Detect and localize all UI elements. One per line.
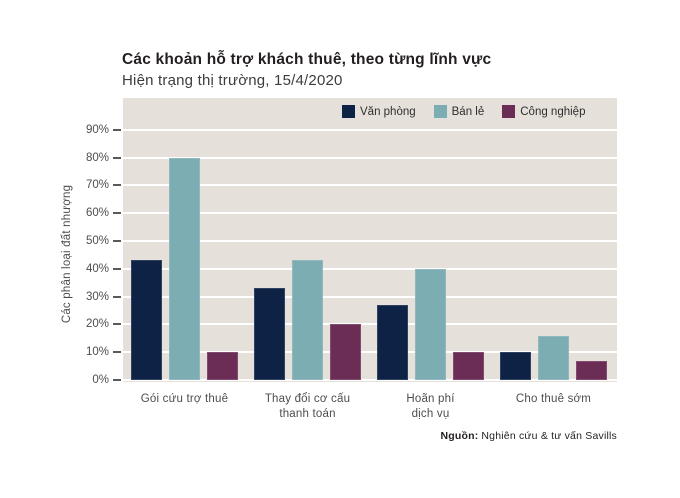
y-axis-tick-50 <box>113 240 121 242</box>
chart-title: Các khoản hỗ trợ khách thuê, theo từng l… <box>122 51 492 68</box>
legend-swatch-van-phong <box>342 105 355 118</box>
y-axis-tick-80 <box>113 156 121 159</box>
x-label-line: dịch vụ <box>411 408 450 420</box>
y-tick-label-60: 60% <box>85 207 109 220</box>
y-tick-label-50: 50% <box>85 235 109 247</box>
plot-area: Văn phòng Bán lẻ Công nghiệp 0% 10% 20% 30% 40… <box>86 98 617 386</box>
source-line: Nguồn: Nghiên cứu & tư vấn Savills <box>440 430 617 442</box>
gridline-60 <box>123 212 617 215</box>
bar-group-goi-cuu-tro-thue <box>131 157 238 380</box>
legend: Văn phòng Bán lẻ Công nghiệp <box>342 105 585 118</box>
gridline-0 <box>123 379 617 381</box>
legend-item-van-phong: Văn phòng <box>342 105 416 118</box>
gridline-90 <box>123 128 617 131</box>
bar-van-phong-goi-cuu-tro-thue <box>131 260 162 380</box>
y-axis-tick-40 <box>113 267 121 270</box>
legend-label-cong-nghiep: Công nghiệp <box>520 105 586 118</box>
legend-swatch-cong-nghiep <box>502 105 516 118</box>
gridline-30 <box>123 295 617 298</box>
bar-ban-le-goi-cuu-tro-thue <box>169 157 200 380</box>
y-tick-label-90: 90% <box>85 123 109 136</box>
bar-cong-nghiep-hoan-phi-dich-vu <box>453 352 484 380</box>
y-axis-tick-0 <box>113 379 121 381</box>
x-label-line: thanh toán <box>279 408 336 420</box>
bar-van-phong-cho-thue-som <box>500 352 531 380</box>
x-label-hoan-phi-dich-vu: Hoãn phí dịch vụ <box>356 392 506 422</box>
bar-group-hoan-phi-dich-vu <box>377 268 484 380</box>
y-axis-tick-60 <box>113 212 121 215</box>
y-axis-tick-70 <box>113 184 121 187</box>
legend-item-cong-nghiep: Công nghiệp <box>502 105 585 118</box>
gridline-10 <box>123 351 617 354</box>
x-label-line: Gói cứu trợ thuê <box>140 393 229 405</box>
y-tick-label-0: 0% <box>92 374 109 386</box>
x-label-thay-oi-co-cau-thanh-toan: Thay đổi cơ cấu thanh toán <box>233 392 383 422</box>
source-label: Nguồn: <box>440 430 479 442</box>
gridline-20 <box>123 323 617 326</box>
bar-group-thay-oi-co-cau-thanh-toan <box>254 260 361 380</box>
bar-group-cho-thue-som <box>500 335 607 380</box>
bar-cong-nghiep-thay-oi-co-cau-thanh-toan <box>330 324 361 380</box>
gridline-70 <box>123 184 617 187</box>
x-label-line: Cho thuê sớm <box>515 393 592 405</box>
gridline-50 <box>123 240 617 242</box>
x-label-goi-cuu-tro-thue: Gói cứu trợ thuê <box>110 392 260 407</box>
bar-ban-le-hoan-phi-dich-vu <box>415 268 446 380</box>
legend-swatch-ban-le <box>433 105 447 118</box>
y-tick-label-10: 10% <box>85 346 109 359</box>
legend-label-ban-le: Bán lẻ <box>451 105 485 118</box>
x-label-line: Hoãn phí <box>406 393 455 405</box>
bar-ban-le-thay-oi-co-cau-thanh-toan <box>292 260 323 380</box>
legend-label-van-phong: Văn phòng <box>360 105 416 118</box>
bar-van-phong-hoan-phi-dich-vu <box>377 304 408 380</box>
y-axis-tick-90 <box>113 128 121 131</box>
x-label-line: Thay đổi cơ cấu <box>264 393 351 405</box>
y-tick-label-40: 40% <box>85 262 109 275</box>
gridline-40 <box>123 267 617 270</box>
y-tick-label-20: 20% <box>85 318 109 331</box>
y-axis-tick-10 <box>113 351 121 354</box>
gridline-80 <box>123 156 617 159</box>
bar-ban-le-cho-thue-som <box>538 335 569 380</box>
legend-item-ban-le: Bán lẻ <box>433 105 485 118</box>
chart-subtitle: Hiện trạng thị trường, 15/4/2020 <box>122 72 343 89</box>
y-tick-label-30: 30% <box>85 290 109 303</box>
y-tick-label-80: 80% <box>85 151 109 164</box>
bar-van-phong-thay-oi-co-cau-thanh-toan <box>254 288 285 380</box>
x-label-cho-thue-som: Cho thuê sớm <box>479 392 629 407</box>
bar-cong-nghiep-cho-thue-som <box>576 360 607 380</box>
bar-cong-nghiep-goi-cuu-tro-thue <box>207 352 238 380</box>
y-axis-tick-20 <box>113 323 121 326</box>
y-tick-label-70: 70% <box>85 179 109 192</box>
source-text: Nghiên cứu & tư vấn Savills <box>481 430 617 442</box>
y-axis-tick-30 <box>113 295 121 298</box>
